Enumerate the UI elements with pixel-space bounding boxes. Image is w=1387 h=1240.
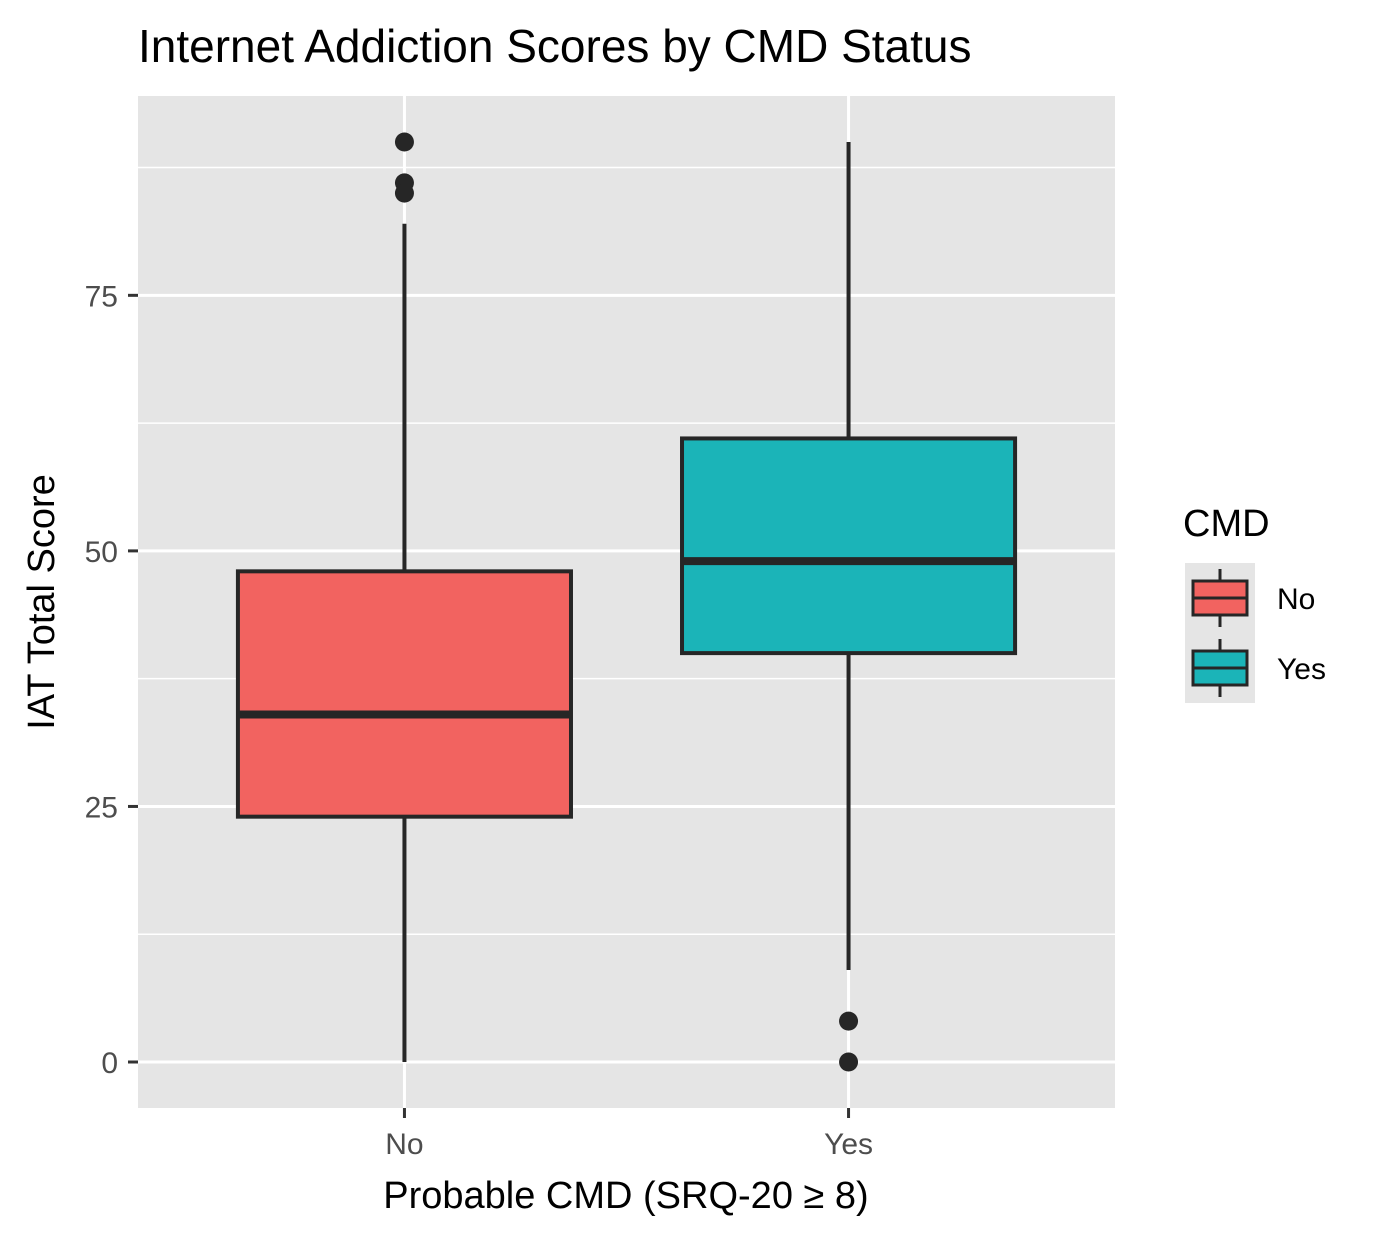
outlier-point: [839, 1052, 859, 1072]
chart-title: Internet Addiction Scores by CMD Status: [138, 20, 972, 72]
box-body: [235, 569, 573, 819]
x-tick-label: No: [385, 1128, 423, 1161]
legend-label: Yes: [1277, 653, 1326, 686]
y-tick-label: 75: [85, 280, 118, 313]
box-yes: [680, 142, 1018, 1072]
outlier-point: [839, 1011, 859, 1031]
y-tick-label: 25: [85, 791, 118, 824]
legend-key-yes: Yes: [1185, 633, 1326, 703]
box-no: [235, 132, 573, 1062]
legend: CMD No Yes: [1183, 503, 1326, 703]
legend-key-no: No: [1185, 563, 1315, 633]
y-tick-label: 50: [85, 536, 118, 569]
legend-keys: No Yes: [1185, 563, 1326, 703]
legend-label: No: [1277, 583, 1315, 616]
outlier-point: [394, 183, 414, 203]
x-tick-label: Yes: [824, 1128, 873, 1161]
axes: 0 25 50 75 No Yes: [85, 280, 873, 1161]
legend-title: CMD: [1183, 503, 1270, 545]
outlier-point: [394, 132, 414, 152]
x-axis-title: Probable CMD (SRQ-20 ≥ 8): [383, 1175, 868, 1217]
y-tick-label: 0: [101, 1047, 118, 1080]
boxes: [235, 132, 1018, 1072]
y-axis-title: IAT Total Score: [21, 474, 63, 730]
box-body: [680, 436, 1018, 656]
